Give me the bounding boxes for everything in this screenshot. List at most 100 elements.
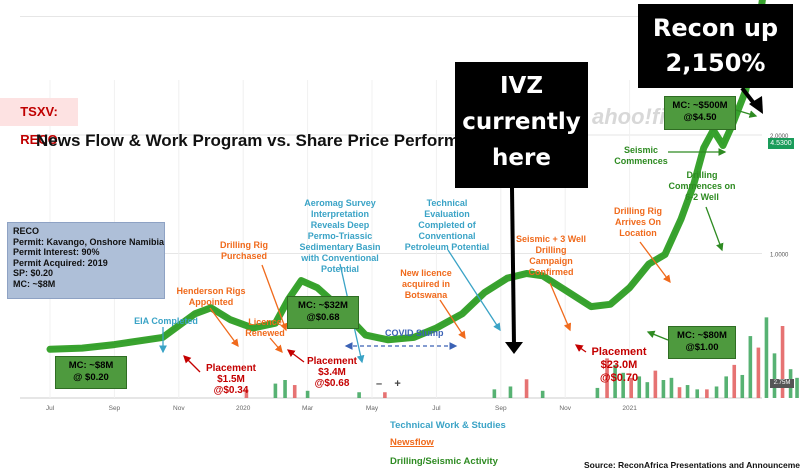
source-note: Source: ReconAfrica Presentations and An… bbox=[584, 460, 800, 470]
volume-bar bbox=[508, 386, 513, 398]
arrow-mc80 bbox=[646, 330, 669, 341]
y-tick-label: 2.0000 bbox=[770, 134, 789, 140]
mc-line: @$1.00 bbox=[685, 342, 719, 353]
note-aeromag: Aeromag Survey Interpretation Reveals De… bbox=[299, 198, 381, 274]
volume-bar bbox=[357, 392, 361, 398]
ticker-tag: TSXV: RECO bbox=[0, 98, 78, 147]
mc-box-500m: MC: ~$500M @$4.50 bbox=[664, 96, 736, 130]
note-henderson: Henderson Rigs Appointed bbox=[176, 286, 246, 307]
volume-bar bbox=[524, 379, 529, 398]
note-drilling-rig-arrives: Drilling Rig Arrives On Location bbox=[614, 206, 662, 238]
legend-newsflow: Newsflow bbox=[390, 437, 434, 448]
mc-line: MC: ~$32M bbox=[298, 300, 348, 311]
arrow-drilling-rig bbox=[261, 264, 288, 332]
info-line: RECO bbox=[13, 226, 40, 236]
info-line: SP: $0.20 bbox=[13, 268, 54, 279]
arrow-henderson bbox=[209, 307, 239, 348]
volume-bar bbox=[695, 389, 700, 398]
chart-title: News Flow & Work Program vs. Share Price… bbox=[36, 131, 459, 150]
x-tick-label: Sep bbox=[495, 405, 507, 412]
arrow-placement-3 bbox=[574, 344, 587, 353]
volume-tag: 2.75M bbox=[770, 379, 794, 388]
mc-box-80m: MC: ~$80M @$1.00 bbox=[668, 326, 736, 359]
volume-bar bbox=[613, 364, 617, 398]
company-info-box: RECO Permit: Kavango, Onshore Namibia Pe… bbox=[7, 222, 165, 299]
volume-bar bbox=[714, 386, 719, 398]
ivz-callout: IVZ currently here bbox=[455, 62, 588, 188]
x-tick-label: Sep bbox=[109, 405, 121, 412]
arrow-placement-1 bbox=[183, 355, 201, 373]
note-drilling-rig-purchased: Drilling Rig Purchased bbox=[220, 240, 268, 261]
volume-bar bbox=[795, 377, 799, 398]
volume-bar bbox=[273, 383, 278, 398]
x-tick-label: Jul bbox=[46, 405, 55, 412]
volume-bar bbox=[621, 372, 625, 398]
x-tick-label: Mar bbox=[302, 405, 314, 412]
volume-bar bbox=[653, 370, 658, 398]
volume-bar bbox=[595, 387, 600, 398]
ivz-pointer-head bbox=[505, 342, 523, 354]
note-placement-2: Placement $3.4M @$0.68 bbox=[306, 356, 358, 389]
y-tick-label: 1.0000 bbox=[770, 253, 789, 259]
mc-line: MC: ~$80M bbox=[677, 330, 727, 341]
note-new-licence: New licence acquired in Botswana bbox=[400, 268, 452, 300]
volume-bar bbox=[661, 380, 666, 398]
recon-pointer-head bbox=[749, 96, 763, 114]
mc-line: MC: ~$8M bbox=[68, 360, 114, 371]
volume-bar bbox=[244, 389, 249, 398]
volume-bar bbox=[748, 336, 753, 398]
arrow-mc500 bbox=[735, 109, 758, 118]
arrow-rig-arrives bbox=[639, 241, 671, 284]
last-price-tag: 4.5300 bbox=[768, 138, 794, 149]
volume-bar bbox=[605, 358, 609, 398]
volume-bar bbox=[492, 389, 497, 398]
volume-bar bbox=[732, 364, 737, 398]
x-tick-label: 2020 bbox=[236, 405, 251, 412]
legend-drilling: Drilling/Seismic Activity bbox=[390, 456, 498, 467]
volume-bar bbox=[645, 382, 650, 398]
info-line: Permit: Kavango, Onshore Namibia bbox=[13, 236, 165, 247]
volume-bar bbox=[756, 347, 761, 398]
zoom-out-icon[interactable]: – bbox=[376, 378, 383, 390]
volume-bar bbox=[764, 317, 769, 398]
x-tick-label: 2021 bbox=[622, 405, 637, 412]
mc-line: @$0.68 bbox=[306, 312, 340, 323]
info-line: Permit Acquired: 2019 bbox=[13, 257, 108, 268]
note-licence-renewed: Licence Renewed bbox=[245, 317, 285, 338]
arrow-tech-eval bbox=[447, 249, 501, 332]
note-seismic-3-well: Seismic + 3 Well Drilling Campaign Confi… bbox=[515, 234, 587, 277]
legend-technical: Technical Work & Studies bbox=[390, 420, 506, 431]
note-eia: EIA Completed bbox=[134, 316, 198, 326]
note-placement-1: Placement $1.5M @$0.34 bbox=[205, 363, 257, 396]
volume-bar bbox=[705, 389, 709, 398]
volume-bar bbox=[292, 385, 297, 398]
volume-bar bbox=[305, 390, 310, 398]
annotation-arrows bbox=[159, 86, 763, 373]
zoom-in-icon[interactable]: + bbox=[394, 378, 401, 390]
yahoo-watermark: ahoo!fi bbox=[592, 104, 666, 129]
volume-bar bbox=[724, 376, 728, 398]
x-tick-label: May bbox=[366, 405, 379, 412]
volume-bar bbox=[677, 387, 682, 398]
recon-callout: Recon up 2,150% bbox=[638, 4, 793, 88]
volume-bar bbox=[685, 385, 690, 398]
volume-bar bbox=[629, 377, 634, 398]
note-drilling-commences: Drilling Commences on 6-2 Well bbox=[668, 170, 736, 202]
volume-bar bbox=[669, 377, 674, 398]
volume-bar bbox=[772, 353, 777, 398]
ivz-pointer bbox=[510, 187, 516, 346]
x-axis-ticks: Jul Sep Nov 2020 Mar May Jul Sep Nov 2021 bbox=[46, 405, 637, 412]
volume-bars bbox=[244, 317, 799, 398]
x-tick-label: Jul bbox=[432, 405, 441, 412]
note-tech-eval: Technical Evaluation Completed of Conven… bbox=[404, 198, 490, 252]
mc-line: MC: ~$500M bbox=[672, 100, 728, 111]
arrow-new-licence bbox=[439, 299, 466, 340]
note-seismic-commences: Seismic Commences bbox=[614, 145, 668, 166]
info-line: Permit Interest: 90% bbox=[13, 247, 100, 258]
volume-bar bbox=[780, 326, 785, 398]
arrow-licence bbox=[269, 337, 283, 353]
mc-box-32m: MC: ~$32M @$0.68 bbox=[287, 296, 359, 329]
mc-line: @$4.50 bbox=[683, 112, 717, 123]
mc-box-8m: MC: ~$8M @ $0.20 bbox=[55, 356, 127, 389]
arrow-placement-2 bbox=[286, 349, 305, 363]
